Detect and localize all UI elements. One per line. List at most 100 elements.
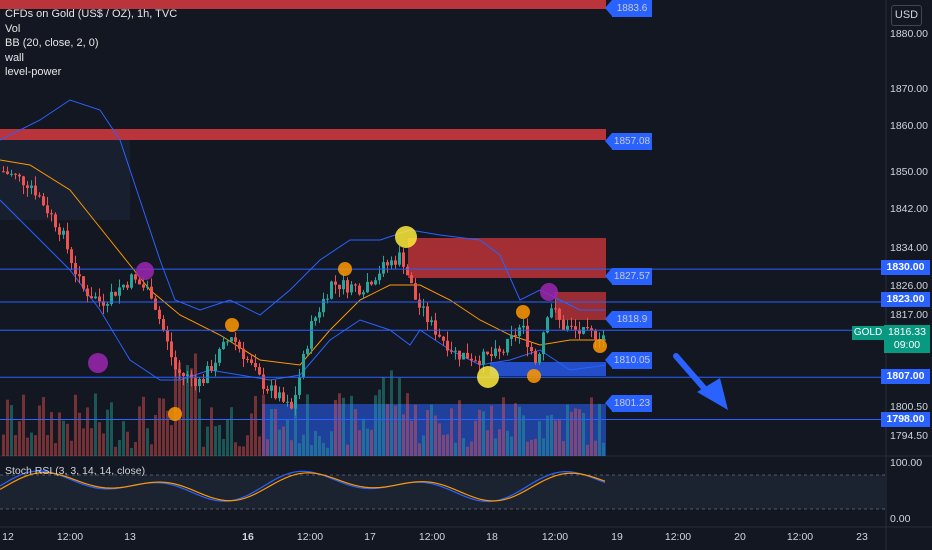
candle-body (578, 329, 581, 334)
price-axis-tick: 1850.00 (890, 166, 928, 178)
forecast-arrow-head (697, 378, 728, 410)
volume-bar (274, 409, 277, 456)
volume-bar (366, 428, 369, 456)
candle-body (186, 374, 189, 377)
price-tag-1823[interactable]: 1823.00 (881, 292, 930, 307)
candle-body (374, 280, 377, 285)
volume-bar (186, 364, 189, 456)
candle-body (178, 369, 181, 374)
volume-bar (262, 394, 265, 456)
candle-body (218, 349, 221, 363)
candle-body (58, 227, 61, 235)
volume-bar (146, 428, 149, 456)
volume-bar (154, 414, 157, 456)
candle-body (446, 340, 449, 351)
candle-body (378, 273, 381, 281)
indicator-vol[interactable]: Vol (5, 22, 21, 35)
volume-bar (426, 410, 429, 456)
candle-body (202, 378, 205, 384)
resistance-zone (408, 238, 606, 278)
candle-body (54, 214, 57, 228)
volume-bar (38, 405, 41, 456)
volume-bar (50, 412, 53, 456)
candle-body (122, 284, 125, 288)
candle-body (82, 276, 85, 289)
current-price-label: 1816.33 09:00 (884, 325, 930, 353)
symbol-title[interactable]: CFDs on Gold (US$ / OZ), 1h, TVC (5, 8, 178, 20)
price-tag-1807[interactable]: 1807.00 (881, 369, 930, 384)
volume-bar (242, 446, 245, 456)
currency-button[interactable]: USD (891, 5, 922, 26)
volume-bar (94, 393, 97, 456)
candle-body (514, 334, 517, 337)
price-axis-tick: 1880.00 (890, 28, 928, 40)
volume-bar (62, 420, 65, 456)
volume-bar (342, 397, 345, 456)
volume-bar (6, 399, 9, 456)
candle-body (18, 174, 21, 177)
price-axis-tick: 1860.00 (890, 120, 928, 132)
volume-bar (514, 403, 517, 456)
candle-body (522, 325, 525, 328)
volume-bar (202, 446, 205, 456)
candle-body (482, 351, 485, 365)
candle-body (162, 319, 165, 331)
volume-bar (534, 438, 537, 456)
candle-body (98, 296, 101, 302)
signal-marker (225, 318, 239, 332)
signal-marker (168, 407, 182, 421)
candle-body (118, 287, 121, 296)
volume-bar (522, 415, 525, 456)
price-axis-tick: 1800.50 (890, 401, 928, 413)
current-price: 1816.33 (888, 326, 926, 338)
candle-body (214, 362, 217, 371)
indicator-level-power[interactable]: level-power (5, 66, 62, 78)
signal-marker (136, 262, 154, 280)
bb-upper (0, 99, 606, 316)
candle-body (126, 284, 129, 288)
candle-body (594, 330, 597, 341)
volume-bar (354, 409, 357, 456)
time-axis-tick: 23 (856, 531, 868, 543)
resistance-zone (555, 292, 606, 320)
candle-body (586, 327, 589, 329)
volume-bar (34, 435, 37, 456)
candle-body (138, 279, 141, 285)
price-axis-tick: 1870.00 (890, 83, 928, 95)
price-tag-1798[interactable]: 1798.00 (881, 412, 930, 427)
candle-body (198, 378, 201, 386)
volume-bar (150, 444, 153, 456)
volume-bar (398, 377, 401, 456)
volume-bar (566, 404, 569, 456)
candle-body (466, 352, 469, 359)
stoch-rsi-legend[interactable]: Stoch RSI (3, 3, 14, 14, close) (5, 465, 146, 477)
time-axis-tick: 12:00 (664, 531, 692, 543)
candle-body (254, 362, 257, 368)
volume-bar (210, 407, 213, 456)
signal-marker (88, 353, 108, 373)
candle-body (470, 358, 473, 361)
price-tag-1830[interactable]: 1830.00 (881, 260, 930, 275)
candle-body (278, 392, 281, 399)
candle-body (146, 286, 149, 288)
candle-body (6, 171, 9, 174)
level-label: 1801.23 (605, 395, 652, 412)
candle-body (434, 320, 437, 335)
volume-bar (406, 393, 409, 456)
candle-body (294, 394, 297, 409)
volume-bar (14, 435, 17, 456)
signal-markers (88, 226, 607, 421)
volume-bar (182, 377, 185, 456)
indicator-wall[interactable]: wall (5, 51, 24, 64)
candle-body (430, 320, 433, 323)
volume-bar (430, 404, 433, 456)
signal-marker (338, 262, 352, 276)
indicator-bb[interactable]: BB (20, close, 2, 0) (5, 37, 99, 49)
candle-body (246, 358, 249, 360)
volume-bar (174, 357, 177, 456)
volume-bar (18, 421, 21, 456)
volume-bar (330, 431, 333, 456)
volume-bar (294, 397, 297, 456)
volume-bar (418, 443, 421, 456)
